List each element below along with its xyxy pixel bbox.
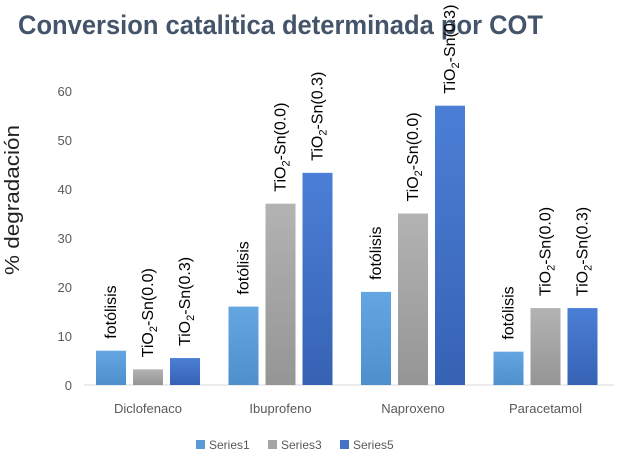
data-label: TiO2-Sn(0.3) [575, 207, 595, 296]
x-tick-label: Diclofenaco [114, 401, 182, 416]
bar-series5-ibuprofeno [302, 172, 333, 385]
bar-series5-paracetamol [567, 308, 598, 385]
x-tick-label: Ibuprofeno [249, 401, 311, 416]
y-tick-label: 30 [58, 231, 72, 246]
legend-label: Series3 [281, 438, 322, 452]
bars [96, 105, 598, 385]
category-labels: Diclofenaco Ibuprofeno Naproxeno Paracetamo… [114, 401, 582, 416]
x-tick-label: Paracetamol [509, 401, 582, 416]
y-tick-label: 60 [58, 84, 72, 99]
bar-series5-naproxeno [435, 105, 465, 385]
y-tick-label: 0 [65, 378, 72, 393]
legend-swatch-series3 [268, 440, 277, 449]
legend-swatch-series5 [340, 440, 349, 449]
y-tick-label: 10 [58, 329, 72, 344]
legend-label: Series5 [353, 438, 394, 452]
data-label: fotólisis [368, 227, 385, 280]
bar-series3-ibuprofeno [265, 203, 296, 385]
legend-swatch-series1 [196, 440, 205, 449]
y-tick-label: 40 [58, 182, 72, 197]
data-label: fotólisis [501, 286, 518, 339]
bar-series1-diclofenaco [96, 350, 126, 385]
bar-series1-ibuprofeno [228, 306, 259, 385]
legend: Series1 Series3 Series5 [196, 438, 394, 452]
data-label: TiO2-Sn(0.0) [538, 207, 558, 296]
bar-series3-paracetamol [530, 308, 561, 385]
data-label: TiO2-Sn(0.3) [177, 257, 197, 346]
data-label: TiO2-Sn(0.3) [442, 5, 462, 94]
y-tick-label: 20 [58, 280, 72, 295]
data-label: TiO2-Sn(0.0) [140, 268, 160, 357]
data-label: TiO2-Sn(0.0) [405, 112, 425, 201]
bar-series3-diclofenaco [133, 369, 163, 385]
bar-series1-paracetamol [493, 351, 524, 385]
y-axis-label: % degradación [2, 125, 24, 275]
bar-series5-diclofenaco [170, 358, 200, 385]
x-tick-label: Naproxeno [381, 401, 445, 416]
y-axis-ticks: 0 10 20 30 40 50 60 [58, 84, 72, 393]
bar-series1-naproxeno [361, 291, 391, 385]
y-tick-label: 50 [58, 133, 72, 148]
data-labels: fotólisis fotólisis fotólisis fotólisis TiO2… [103, 5, 595, 358]
data-label: fotólisis [103, 285, 120, 338]
bar-series3-naproxeno [398, 213, 428, 385]
chart-title: Conversion catalitica determinada por CO… [18, 10, 543, 40]
legend-label: Series1 [209, 438, 250, 452]
data-label: fotólisis [236, 241, 253, 294]
data-label: TiO2-Sn(0.3) [310, 72, 330, 161]
data-label: TiO2-Sn(0.0) [273, 103, 293, 192]
